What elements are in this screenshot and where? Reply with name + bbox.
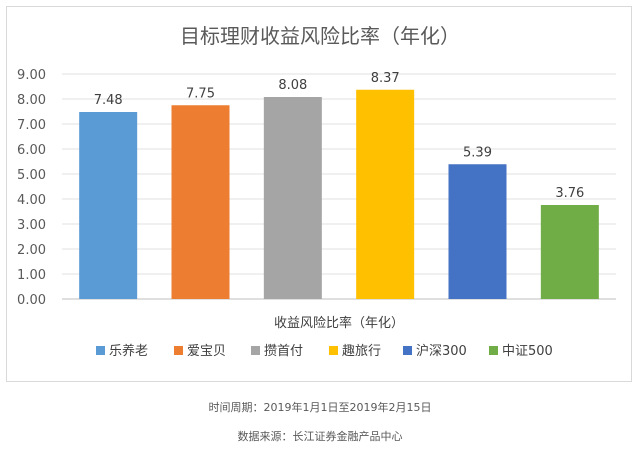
data-label-1: 7.48 [94,93,123,108]
legend-swatch-2 [174,346,183,355]
legend-swatch-4 [329,346,338,355]
y-tick-label: 4.00 [17,193,46,208]
y-tick-label: 0.00 [17,293,46,308]
legend-swatch-5 [403,346,412,355]
legend-label-6: 中证500 [502,344,553,359]
bar-5 [448,164,507,299]
legend-label-5: 沪深300 [416,343,467,359]
bar-3 [263,97,322,299]
y-tick-label: 1.00 [17,268,46,283]
bar-1 [79,112,138,299]
chart-svg: 目标理财收益风险比率（年化） 0.00 1.00 2.00 3.00 4.00 5.00 6.… [17,24,616,359]
x-axis-label: 收益风险比率（年化） [274,315,404,331]
data-label-4: 8.37 [371,71,400,86]
data-label-6: 3.76 [555,186,584,201]
data-label-5: 5.39 [463,145,492,160]
legend-swatch-6 [489,346,498,355]
legend-swatch-3 [251,346,260,355]
y-tick-label: 8.00 [17,93,46,108]
bar-2 [171,105,230,299]
y-tick-label: 2.00 [17,243,46,258]
legend-label-2: 爱宝贝 [187,344,226,359]
footnote-period: 时间周期：2019年1月1日至2019年2月15日 [208,401,432,414]
data-label-3: 8.08 [278,78,307,93]
y-tick-label: 5.00 [17,168,46,183]
legend-label-1: 乐养老 [109,343,148,359]
bar-4 [356,89,415,299]
data-label-2: 7.75 [186,86,215,101]
y-tick-label: 9.00 [17,68,46,83]
y-tick-label: 6.00 [17,143,46,158]
legend-label-3: 攒首付 [264,344,303,359]
y-tick-label: 7.00 [17,118,46,133]
legend-swatch-1 [96,346,105,355]
footnote-source: 数据来源：长江证券金融产品中心 [237,430,403,443]
y-tick-label: 3.00 [17,218,46,233]
legend-label-4: 趣旅行 [342,344,381,359]
bar-6 [540,205,599,299]
chart-title: 目标理财收益风险比率（年化） [180,24,460,48]
